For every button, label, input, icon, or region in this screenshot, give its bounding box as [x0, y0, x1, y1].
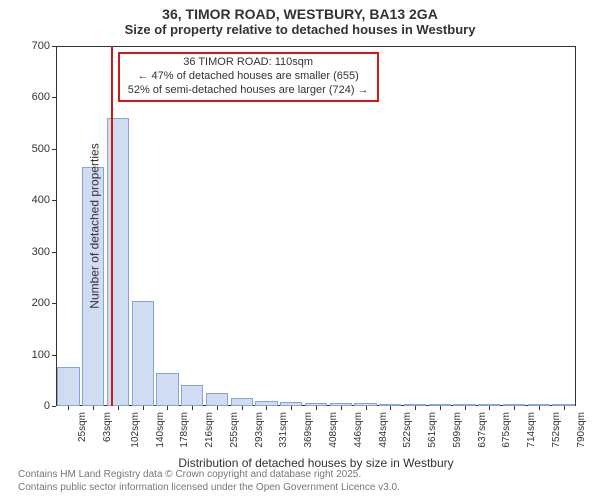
x-tick-mark: [440, 406, 441, 410]
y-axis-line: [56, 46, 57, 406]
y-tick-mark: [52, 200, 56, 201]
x-tick-mark: [68, 406, 69, 410]
y-tick-mark: [52, 406, 56, 407]
footer-line-2: Contains public sector information licen…: [18, 481, 400, 494]
x-tick-mark: [390, 406, 391, 410]
histogram-bar: [379, 404, 401, 406]
histogram-bar: [478, 404, 500, 406]
y-axis-title: Number of detached properties: [88, 143, 102, 308]
histogram-bar: [354, 403, 376, 406]
x-tick-mark: [93, 406, 94, 410]
histogram-bar: [255, 401, 277, 406]
histogram-bar: [57, 367, 79, 406]
x-tick-mark: [316, 406, 317, 410]
x-tick-label: 752sqm: [551, 412, 562, 448]
y-tick-label: 100: [32, 349, 50, 361]
histogram-bar: [156, 373, 178, 406]
right-axis-line: [575, 46, 576, 406]
x-tick-mark: [366, 406, 367, 410]
x-tick-mark: [291, 406, 292, 410]
x-tick-label: 408sqm: [328, 412, 339, 448]
y-tick-label: 200: [32, 297, 50, 309]
chart-container: { "title": "36, TIMOR ROAD, WESTBURY, BA…: [0, 0, 600, 500]
footer-attribution: Contains HM Land Registry data © Crown c…: [18, 468, 400, 494]
chart-title: 36, TIMOR ROAD, WESTBURY, BA13 2GA: [0, 0, 600, 22]
x-tick-label: 522sqm: [402, 412, 413, 448]
x-tick-mark: [118, 406, 119, 410]
plot-area: 010020030040050060070025sqm63sqm102sqm14…: [56, 46, 576, 406]
x-tick-label: 790sqm: [575, 412, 586, 448]
x-tick-label: 25sqm: [77, 412, 88, 442]
x-tick-mark: [514, 406, 515, 410]
y-tick-label: 300: [32, 246, 50, 258]
x-tick-mark: [217, 406, 218, 410]
histogram-bar: [181, 385, 203, 406]
x-tick-mark: [489, 406, 490, 410]
histogram-bar: [552, 404, 574, 406]
histogram-bar: [503, 404, 525, 406]
x-tick-label: 561sqm: [427, 412, 438, 448]
y-tick-label: 700: [32, 40, 50, 52]
y-tick-mark: [52, 252, 56, 253]
x-tick-mark: [465, 406, 466, 410]
x-tick-mark: [415, 406, 416, 410]
histogram-bar: [404, 404, 426, 406]
x-tick-mark: [192, 406, 193, 410]
x-tick-mark: [564, 406, 565, 410]
histogram-bar: [280, 402, 302, 406]
annotation-line: 52% of semi-detached houses are larger (…: [128, 84, 369, 98]
x-tick-label: 484sqm: [377, 412, 388, 448]
x-tick-label: 216sqm: [204, 412, 215, 448]
annotation-line: ← 47% of detached houses are smaller (65…: [128, 70, 369, 84]
top-axis-line: [56, 46, 576, 47]
histogram-bar: [132, 301, 154, 406]
y-tick-label: 500: [32, 143, 50, 155]
histogram-bar: [528, 404, 550, 406]
chart-subtitle: Size of property relative to detached ho…: [0, 22, 600, 41]
x-tick-label: 675sqm: [501, 412, 512, 448]
x-tick-label: 599sqm: [452, 412, 463, 448]
histogram-bar: [330, 403, 352, 406]
x-tick-label: 369sqm: [303, 412, 314, 448]
subject-marker-line: [111, 46, 113, 406]
x-tick-label: 63sqm: [102, 412, 113, 442]
x-tick-label: 140sqm: [154, 412, 165, 448]
histogram-bar: [206, 393, 228, 406]
x-tick-label: 293sqm: [253, 412, 264, 448]
footer-line-1: Contains HM Land Registry data © Crown c…: [18, 468, 400, 481]
y-tick-label: 600: [32, 91, 50, 103]
annotation-line: 36 TIMOR ROAD: 110sqm: [128, 56, 369, 70]
x-tick-mark: [539, 406, 540, 410]
y-tick-mark: [52, 97, 56, 98]
x-tick-label: 714sqm: [526, 412, 537, 448]
histogram-bar: [453, 404, 475, 406]
x-tick-label: 102sqm: [130, 412, 141, 448]
histogram-bar: [305, 403, 327, 406]
x-tick-label: 637sqm: [476, 412, 487, 448]
chart-plot: 010020030040050060070025sqm63sqm102sqm14…: [56, 46, 576, 406]
x-tick-mark: [341, 406, 342, 410]
y-tick-mark: [52, 149, 56, 150]
histogram-bar: [231, 398, 253, 406]
x-tick-label: 331sqm: [278, 412, 289, 448]
y-tick-label: 400: [32, 194, 50, 206]
x-tick-mark: [167, 406, 168, 410]
x-tick-label: 255sqm: [229, 412, 240, 448]
y-tick-mark: [52, 303, 56, 304]
annotation-callout: 36 TIMOR ROAD: 110sqm← 47% of detached h…: [118, 52, 379, 101]
x-tick-mark: [242, 406, 243, 410]
histogram-bar: [429, 404, 451, 406]
y-tick-label: 0: [44, 400, 50, 412]
x-tick-mark: [143, 406, 144, 410]
y-tick-mark: [52, 46, 56, 47]
y-tick-mark: [52, 355, 56, 356]
x-tick-label: 178sqm: [179, 412, 190, 448]
x-tick-label: 446sqm: [353, 412, 364, 448]
x-tick-mark: [266, 406, 267, 410]
